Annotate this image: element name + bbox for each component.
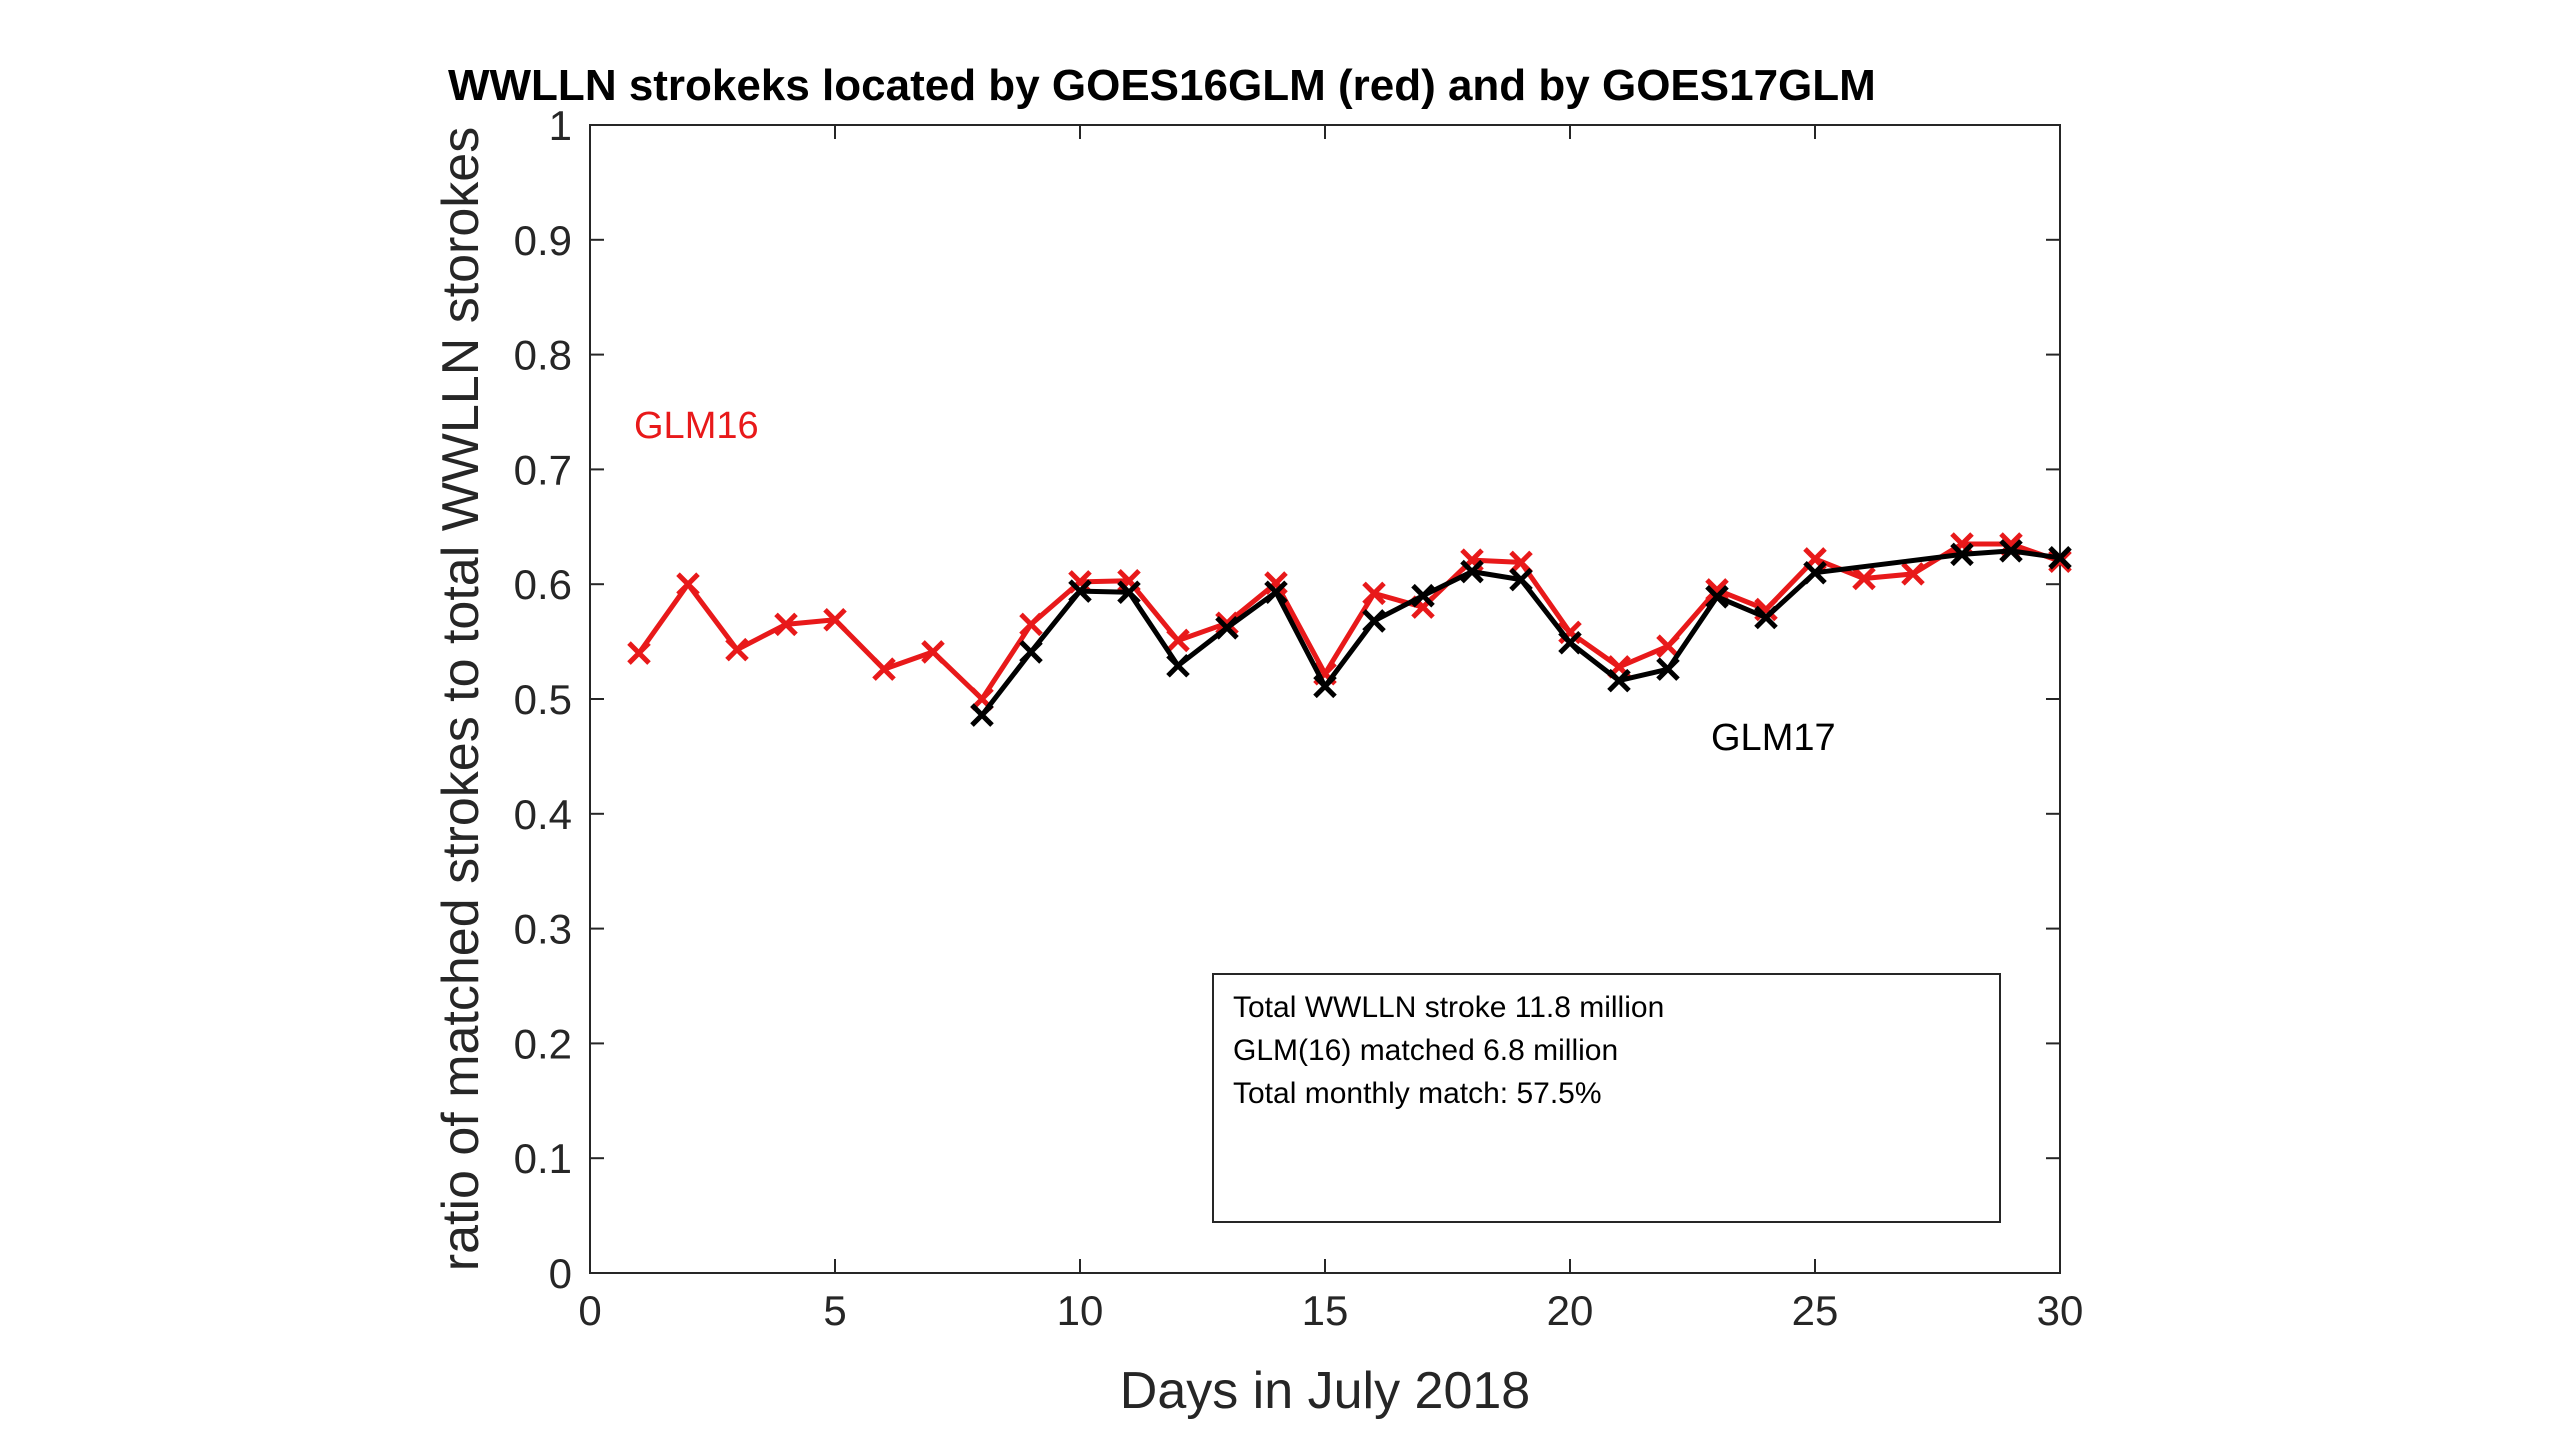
y-tick-label: 0.7 (514, 446, 572, 493)
glm16-point-marker (823, 608, 847, 632)
y-tick-label: 1 (549, 102, 572, 149)
glm16-point-marker (1362, 581, 1386, 606)
y-tick-label: 0.1 (514, 1135, 572, 1182)
y-tick-label: 0.8 (514, 332, 572, 379)
glm17-series-label: GLM17 (1711, 717, 1836, 759)
x-tick-label: 20 (1547, 1287, 1594, 1334)
glm17-point-marker (1656, 657, 1680, 681)
glm16-point-marker (774, 612, 798, 637)
y-tick-label: 0.9 (514, 217, 572, 264)
info-box-line-monthly: Total monthly match: 57.5% (1233, 1077, 1602, 1110)
glm17-point-marker (1607, 668, 1631, 693)
glm16-point-marker (1705, 578, 1729, 602)
x-tick-label: 5 (823, 1287, 846, 1334)
glm16-point-marker (1852, 566, 1876, 591)
x-axis-label: Days in July 2018 (1120, 1362, 1530, 1420)
y-axis-label: ratio of matched strokes to total WWLLN … (432, 127, 490, 1271)
glm16-point-marker (1166, 628, 1190, 653)
glm16-series-label: GLM16 (634, 405, 759, 447)
series-layer (627, 532, 2072, 727)
x-tick-label: 25 (1792, 1287, 1839, 1334)
glm17-point-marker (1803, 560, 1827, 585)
x-axis-ticks: 0 5 10 15 20 25 30 (578, 125, 2083, 1334)
glm17-point-marker (1068, 579, 1092, 603)
chart-title: WWLLN strokeks located by GOES16GLM (red… (448, 61, 1876, 110)
glm17-point-marker (1117, 580, 1141, 605)
glm17-point-marker (970, 703, 994, 727)
glm17-point-marker (1166, 653, 1190, 678)
info-box-line-matched: GLM(16) matched 6.8 million (1233, 1034, 1618, 1067)
x-tick-label: 0 (578, 1287, 601, 1334)
y-tick-label: 0.2 (514, 1020, 572, 1067)
info-box: Total WWLLN stroke 11.8 million GLM(16) … (1212, 973, 2001, 1223)
glm17-point-marker (1362, 609, 1386, 633)
glm16-point-marker (1264, 571, 1288, 595)
glm16-point-marker (725, 637, 749, 662)
y-tick-label: 0.6 (514, 561, 572, 608)
glm17-point-marker (1950, 542, 1974, 567)
glm16-point-marker (1019, 612, 1043, 637)
glm17-point-marker (1558, 630, 1582, 655)
glm16-point-marker (1509, 550, 1533, 575)
x-tick-label: 30 (2037, 1287, 2084, 1334)
x-tick-label: 15 (1302, 1287, 1349, 1334)
y-tick-label: 0.4 (514, 791, 572, 838)
glm17-point-marker (1264, 580, 1288, 605)
glm17-point-marker (1313, 674, 1337, 699)
glm16-point-marker (676, 572, 700, 596)
glm17-point-marker (1999, 539, 2023, 563)
glm17-point-marker (1754, 605, 1778, 630)
glm17-point-marker (1411, 583, 1435, 608)
y-axis-ticks: 0 0.1 0.2 0.3 0.4 0.5 0.6 0.7 0.8 0.9 1 (514, 102, 2060, 1297)
glm16-point-marker (1901, 562, 1925, 586)
info-box-frame (1212, 973, 2001, 1223)
x-tick-label: 10 (1057, 1287, 1104, 1334)
y-tick-label: 0.3 (514, 906, 572, 953)
glm17-point-marker (1705, 585, 1729, 609)
glm17-point-marker (1215, 616, 1239, 640)
y-tick-label: 0.5 (514, 676, 572, 723)
glm16-point-marker (1068, 570, 1092, 594)
glm17-point-marker (1460, 559, 1484, 584)
glm16-point-marker (1656, 634, 1680, 658)
info-box-line-total: Total WWLLN stroke 11.8 million (1233, 991, 1664, 1024)
glm17-point-marker (1019, 640, 1043, 664)
y-tick-label: 0 (549, 1250, 572, 1297)
glm17-point-marker (2048, 546, 2072, 570)
glm16-point-marker (872, 657, 896, 681)
glm16-point-marker (921, 640, 945, 664)
glm17-point-marker (1509, 567, 1533, 592)
glm16-point-marker (627, 641, 651, 665)
